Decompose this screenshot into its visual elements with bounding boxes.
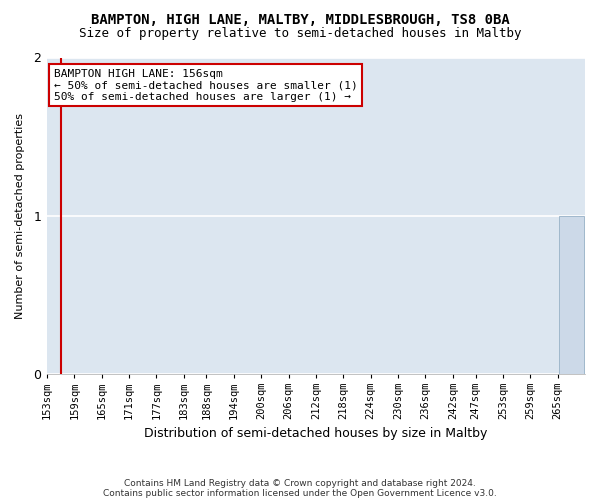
Text: BAMPTON HIGH LANE: 156sqm
← 50% of semi-detached houses are smaller (1)
50% of s: BAMPTON HIGH LANE: 156sqm ← 50% of semi-… xyxy=(54,68,358,102)
Y-axis label: Number of semi-detached properties: Number of semi-detached properties xyxy=(15,113,25,319)
Text: Contains HM Land Registry data © Crown copyright and database right 2024.: Contains HM Land Registry data © Crown c… xyxy=(124,478,476,488)
Text: Contains public sector information licensed under the Open Government Licence v3: Contains public sector information licen… xyxy=(103,488,497,498)
Text: BAMPTON, HIGH LANE, MALTBY, MIDDLESBROUGH, TS8 0BA: BAMPTON, HIGH LANE, MALTBY, MIDDLESBROUG… xyxy=(91,12,509,26)
Bar xyxy=(559,216,584,374)
X-axis label: Distribution of semi-detached houses by size in Maltby: Distribution of semi-detached houses by … xyxy=(144,427,488,440)
Text: Size of property relative to semi-detached houses in Maltby: Size of property relative to semi-detach… xyxy=(79,28,521,40)
